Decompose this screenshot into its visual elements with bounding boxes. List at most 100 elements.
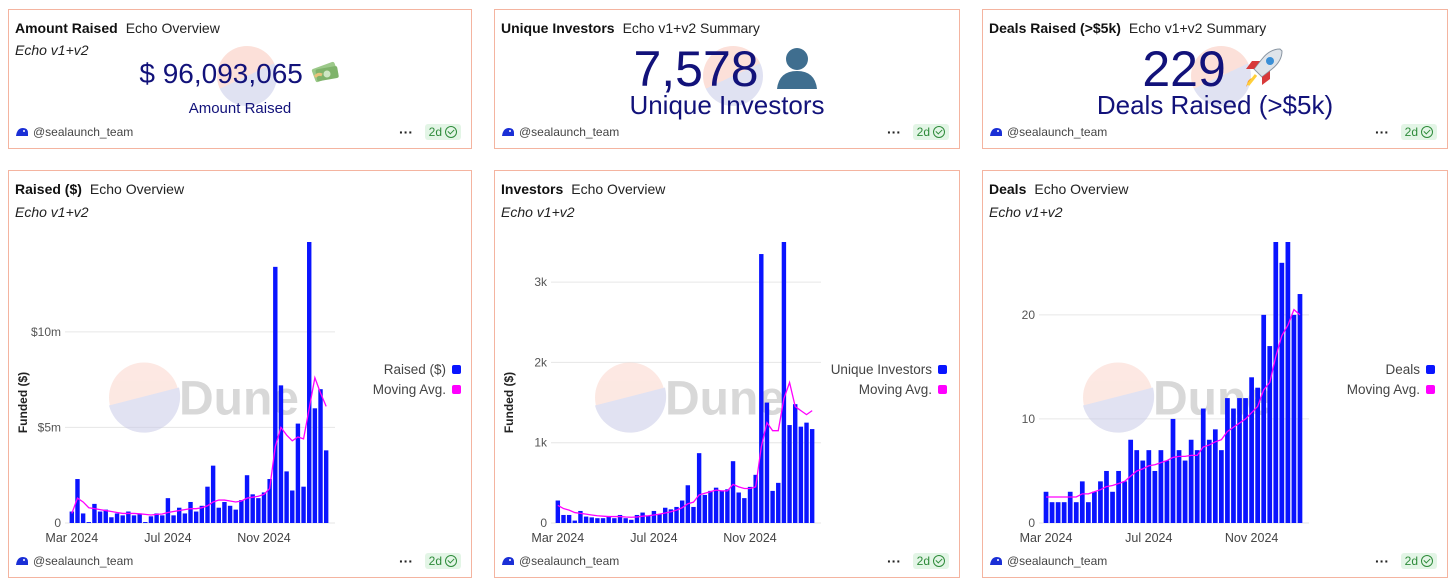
- bar[interactable]: [1146, 450, 1152, 523]
- legend-item-avg[interactable]: Moving Avg.: [831, 379, 947, 399]
- bar[interactable]: [1073, 502, 1079, 523]
- bar[interactable]: [691, 506, 696, 523]
- bar[interactable]: [1249, 377, 1254, 523]
- bar[interactable]: [674, 506, 679, 523]
- bar[interactable]: [657, 514, 662, 523]
- bar[interactable]: [1285, 242, 1291, 523]
- bar[interactable]: [301, 486, 306, 523]
- bar[interactable]: [646, 515, 651, 523]
- bar[interactable]: [1182, 460, 1188, 523]
- bar[interactable]: [1206, 439, 1212, 523]
- bar[interactable]: [1231, 408, 1236, 523]
- bar[interactable]: [1237, 398, 1242, 523]
- bar[interactable]: [1255, 387, 1261, 523]
- bar[interactable]: [668, 509, 674, 523]
- bar[interactable]: [216, 507, 221, 523]
- bar[interactable]: [307, 242, 312, 523]
- moving-avg-line[interactable]: [71, 375, 327, 516]
- author-link[interactable]: @sealaunch_team: [501, 125, 619, 139]
- bar[interactable]: [617, 514, 623, 523]
- bar[interactable]: [1055, 502, 1061, 523]
- bar[interactable]: [759, 254, 764, 523]
- bar[interactable]: [1194, 450, 1200, 523]
- legend-item-bar[interactable]: Deals: [1347, 359, 1435, 379]
- more-options-icon[interactable]: ···: [399, 553, 413, 569]
- more-options-icon[interactable]: ···: [1375, 124, 1389, 140]
- bar[interactable]: [92, 503, 97, 523]
- bar[interactable]: [227, 505, 233, 523]
- bar[interactable]: [770, 490, 775, 523]
- bar[interactable]: [80, 513, 86, 523]
- bar[interactable]: [75, 479, 80, 523]
- bar[interactable]: [323, 450, 329, 523]
- bar[interactable]: [663, 507, 668, 523]
- bar[interactable]: [182, 513, 188, 523]
- bar[interactable]: [193, 511, 199, 523]
- bar[interactable]: [595, 518, 600, 523]
- bar[interactable]: [97, 511, 103, 523]
- bar[interactable]: [1079, 481, 1085, 523]
- bar[interactable]: [188, 501, 193, 523]
- bar[interactable]: [233, 509, 238, 523]
- bar[interactable]: [1110, 491, 1115, 523]
- bar[interactable]: [1170, 418, 1176, 523]
- bar[interactable]: [109, 517, 114, 523]
- bar[interactable]: [561, 514, 566, 523]
- bar[interactable]: [1085, 502, 1091, 523]
- bar[interactable]: [1261, 314, 1267, 523]
- bar[interactable]: [267, 479, 272, 523]
- bar[interactable]: [764, 402, 770, 523]
- bar[interactable]: [239, 500, 244, 523]
- bar[interactable]: [696, 453, 702, 523]
- bar[interactable]: [250, 494, 255, 523]
- bar[interactable]: [1176, 450, 1182, 523]
- bar[interactable]: [222, 501, 227, 523]
- bar[interactable]: [1098, 481, 1103, 523]
- bar[interactable]: [171, 515, 176, 523]
- bar[interactable]: [284, 471, 289, 523]
- bar[interactable]: [781, 242, 787, 523]
- bar[interactable]: [583, 516, 589, 523]
- bar[interactable]: [1140, 460, 1146, 523]
- bar[interactable]: [1049, 502, 1055, 523]
- bar[interactable]: [261, 492, 267, 523]
- bar[interactable]: [1158, 450, 1164, 523]
- bar[interactable]: [708, 490, 713, 523]
- bar[interactable]: [623, 518, 628, 523]
- bar[interactable]: [747, 486, 753, 523]
- bar[interactable]: [702, 494, 707, 523]
- legend-item-bar[interactable]: Unique Investors: [831, 359, 947, 379]
- legend-item-bar[interactable]: Raised ($): [373, 359, 461, 379]
- bar[interactable]: [1134, 450, 1140, 523]
- bar[interactable]: [137, 513, 142, 523]
- bar[interactable]: [1116, 470, 1121, 523]
- moving-avg-line[interactable]: [557, 380, 813, 518]
- bar[interactable]: [131, 515, 137, 523]
- author-link[interactable]: @sealaunch_team: [501, 554, 619, 568]
- bar[interactable]: [742, 498, 747, 523]
- bar[interactable]: [1291, 314, 1297, 523]
- bar[interactable]: [651, 510, 657, 523]
- bar[interactable]: [148, 516, 154, 523]
- bar[interactable]: [199, 505, 205, 523]
- bar[interactable]: [713, 487, 719, 523]
- bar[interactable]: [612, 518, 617, 523]
- bar[interactable]: [578, 510, 583, 523]
- bar[interactable]: [210, 465, 216, 523]
- bar[interactable]: [1219, 450, 1224, 523]
- bar[interactable]: [290, 490, 295, 523]
- bar[interactable]: [177, 507, 182, 523]
- bar[interactable]: [295, 423, 301, 523]
- bar[interactable]: [1188, 439, 1194, 523]
- bar[interactable]: [629, 519, 634, 523]
- bar[interactable]: [798, 426, 804, 523]
- bar[interactable]: [787, 425, 792, 523]
- bar[interactable]: [1273, 242, 1279, 523]
- legend-item-avg[interactable]: Moving Avg.: [1347, 379, 1435, 399]
- bar[interactable]: [312, 408, 318, 523]
- author-link[interactable]: @sealaunch_team: [989, 125, 1107, 139]
- bar[interactable]: [1200, 408, 1206, 523]
- bar[interactable]: [1225, 398, 1230, 523]
- bar[interactable]: [86, 522, 91, 523]
- bar[interactable]: [1279, 262, 1285, 523]
